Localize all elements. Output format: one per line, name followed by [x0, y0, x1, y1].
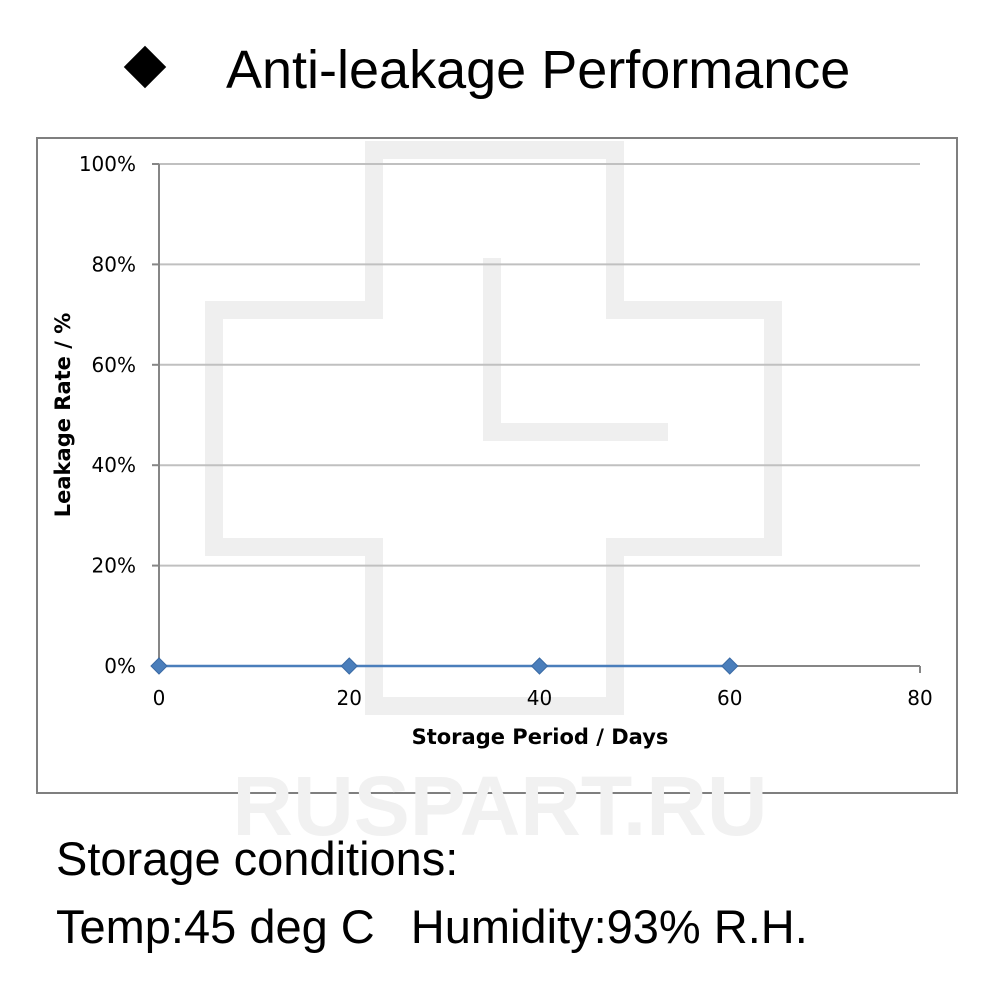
y-tick-label: 80%: [92, 252, 136, 276]
data-point: [530, 657, 549, 675]
y-tick-label: 20%: [92, 554, 136, 578]
y-tick-label: 60%: [92, 353, 136, 377]
x-tick-label: 20: [337, 686, 362, 710]
data-point: [340, 657, 358, 675]
page-title: Anti-leakage Performance: [226, 40, 851, 100]
x-axis-label: Storage Period / Days: [412, 725, 669, 749]
x-tick-label: 40: [527, 686, 552, 710]
storage-conditions-values: Temp:45 deg C Humidity:93% R.H.: [56, 900, 808, 954]
humidity-text: Humidity:93% R.H.: [410, 900, 808, 953]
y-tick-label: 0%: [104, 654, 136, 678]
data-point: [150, 657, 168, 675]
storage-conditions-heading: Storage conditions:: [56, 832, 459, 885]
temperature-text: Temp:45 deg C: [56, 900, 375, 953]
watermark-cross-inner-icon: [483, 258, 668, 441]
x-tick-label: 60: [717, 686, 742, 710]
y-axis-label: Leakage Rate / %: [51, 313, 75, 517]
y-tick-label: 40%: [92, 453, 136, 477]
header: Anti-leakage Performance: [0, 30, 1000, 110]
watermark-text: RUSPART.RU: [232, 759, 767, 853]
watermark-cross-icon: [205, 141, 782, 715]
x-tick-label: 0: [153, 686, 166, 710]
x-tick-label: 80: [907, 686, 932, 710]
data-point: [721, 657, 739, 675]
y-tick-label: 100%: [79, 152, 136, 176]
